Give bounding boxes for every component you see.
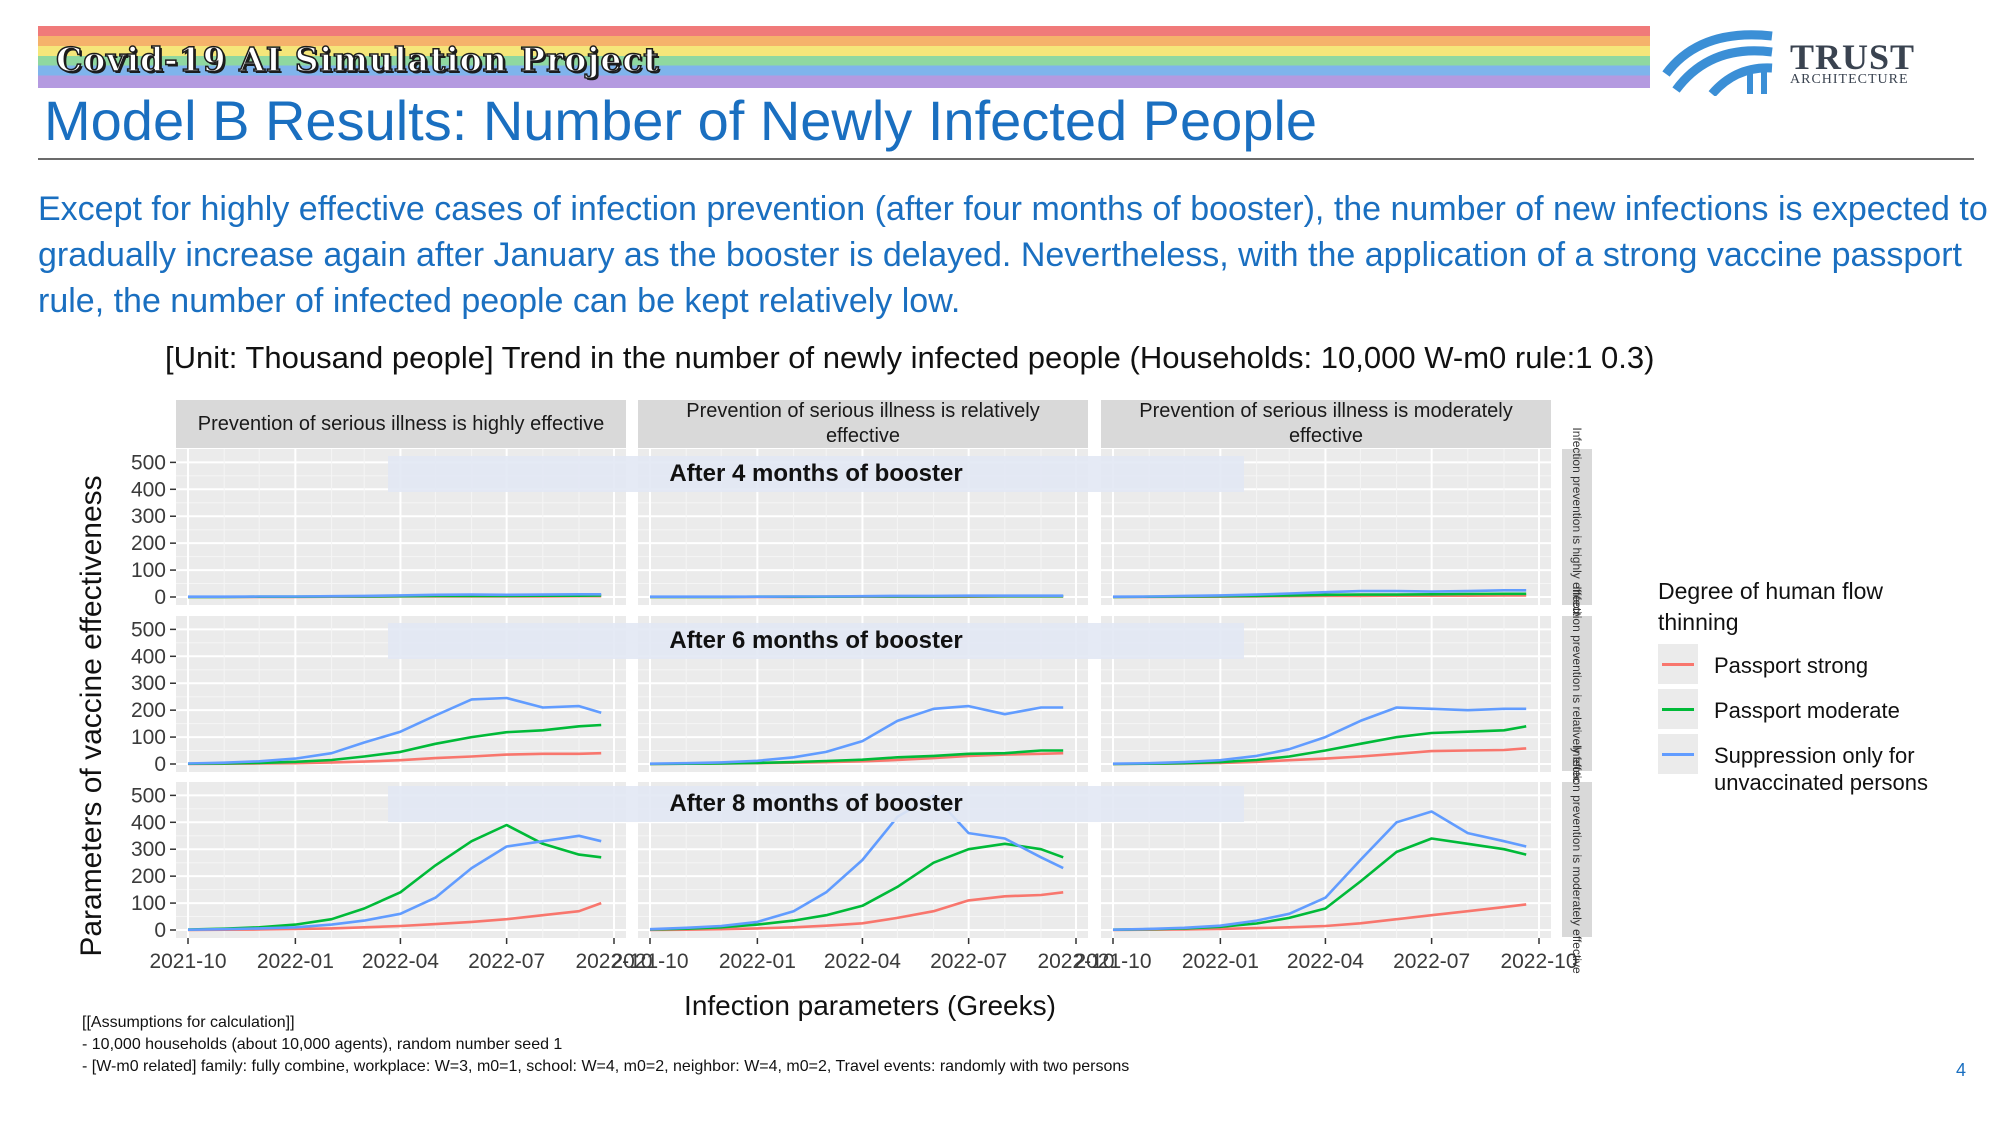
x-tick-label: 2021-10	[1074, 950, 1151, 973]
y-tick-label: 0	[154, 753, 166, 776]
x-tick-label: 2022-10	[575, 950, 652, 973]
row-strip-highly-effective: Infection prevention is highly effective	[1562, 427, 1592, 627]
column-strip-moderately-effective: Prevention of serious illness is moderat…	[1101, 400, 1551, 448]
row-label-8-months: After 8 months of booster	[388, 786, 1244, 822]
y-tick-label: 500	[131, 784, 166, 807]
assumptions-heading: [[Assumptions for calculation]]	[82, 1014, 295, 1031]
trust-logo-icon	[1662, 30, 1773, 96]
y-tick-label: 200	[131, 699, 166, 722]
legend-title: Degree of human flow thinning	[1658, 578, 1884, 635]
y-tick-label: 0	[154, 586, 166, 609]
legend-label: Suppression only for unvaccinated person…	[1714, 743, 1929, 795]
x-tick-label: 2022-04	[362, 950, 439, 973]
column-strip-highly-effective: Prevention of serious illness is highly …	[176, 400, 626, 448]
x-tick-label: 2022-10	[1500, 950, 1577, 973]
summary-text: Except for highly effective cases of inf…	[38, 190, 1988, 320]
series-line-suppression	[188, 592, 602, 599]
row-strip-label: Infection prevention is moderately effec…	[1570, 745, 1584, 974]
series-line-passport-strong	[649, 891, 1064, 932]
x-tick-label: 2021-10	[611, 950, 688, 973]
series-line-suppression	[649, 794, 1064, 931]
x-tick-label: 2022-07	[468, 950, 545, 973]
x-tick-label: 2022-01	[719, 950, 796, 973]
y-tick-label: 300	[131, 505, 166, 528]
legend-key	[1658, 644, 1698, 684]
x-tick-label: 2022-07	[1393, 950, 1470, 973]
y-axis-label: Parameters of vaccine effectiveness	[75, 475, 108, 957]
legend-key	[1658, 689, 1698, 729]
y-tick-label: 100	[131, 559, 166, 582]
y-tick-label: 100	[131, 726, 166, 749]
y-tick-label: 300	[131, 672, 166, 695]
project-title: Covid-19 AI Simulation Project	[55, 39, 660, 80]
series-line-suppression	[187, 834, 602, 931]
logo-subtext: ARCHITECTURE	[1790, 72, 1909, 87]
x-tick-label: 2022-01	[257, 950, 334, 973]
x-tick-label: 2022-07	[930, 950, 1007, 973]
assumptions-line: - [W-m0 related] family: fully combine, …	[82, 1058, 1130, 1075]
assumptions-block: [[Assumptions for calculation]] - 10,000…	[82, 1012, 1129, 1078]
y-tick-label: 200	[131, 532, 166, 555]
page-number: 4	[1956, 1060, 1967, 1080]
series-line-suppression	[187, 696, 602, 765]
column-strip-relatively-effective: Prevention of serious illness is relativ…	[638, 400, 1088, 448]
x-tick-label: 2022-04	[1287, 950, 1364, 973]
x-tick-label: 2022-01	[1182, 950, 1259, 973]
x-tick-label: 2021-10	[149, 950, 226, 973]
x-tick-label: 2022-04	[824, 950, 901, 973]
y-tick-label: 200	[131, 865, 166, 888]
logo-text: TRUST	[1790, 37, 1916, 77]
series-line-passport-moderate	[187, 723, 602, 765]
y-tick-label: 500	[131, 451, 166, 474]
row-label-6-months: After 6 months of booster	[388, 623, 1244, 659]
row-label-4-months: After 4 months of booster	[388, 456, 1244, 492]
assumptions-line: - 10,000 households (about 10,000 agents…	[82, 1036, 563, 1053]
y-tick-label: 400	[131, 811, 166, 834]
y-tick-label: 500	[131, 618, 166, 641]
legend-key	[1658, 734, 1698, 774]
y-tick-label: 0	[154, 919, 166, 942]
y-tick-label: 400	[131, 478, 166, 501]
page-title: Model B Results: Number of Newly Infecte…	[44, 89, 1318, 152]
chart-title: [Unit: Thousand people] Trend in the num…	[165, 340, 1655, 375]
x-axis-label: Infection parameters (Greeks)	[684, 990, 1056, 1021]
y-tick-label: 300	[131, 838, 166, 861]
series-line-suppression	[1112, 706, 1527, 765]
y-tick-label: 400	[131, 645, 166, 668]
legend-label: Passport moderate	[1714, 698, 1900, 723]
series-line-suppression	[1112, 810, 1527, 931]
x-tick-label: 2022-10	[1037, 950, 1114, 973]
title-divider	[38, 158, 1974, 160]
y-tick-label: 100	[131, 892, 166, 915]
row-strip-relatively-effective: Infection prevention is relatively effec…	[1562, 586, 1592, 801]
series-line-suppression	[649, 704, 1064, 765]
series-line-suppression	[650, 594, 1064, 599]
legend-label: Passport strong	[1714, 653, 1869, 678]
series-line-suppression	[1112, 588, 1527, 598]
row-strip-moderately-effective: Infection prevention is moderately effec…	[1562, 746, 1592, 973]
rainbow-banner	[38, 26, 1650, 88]
